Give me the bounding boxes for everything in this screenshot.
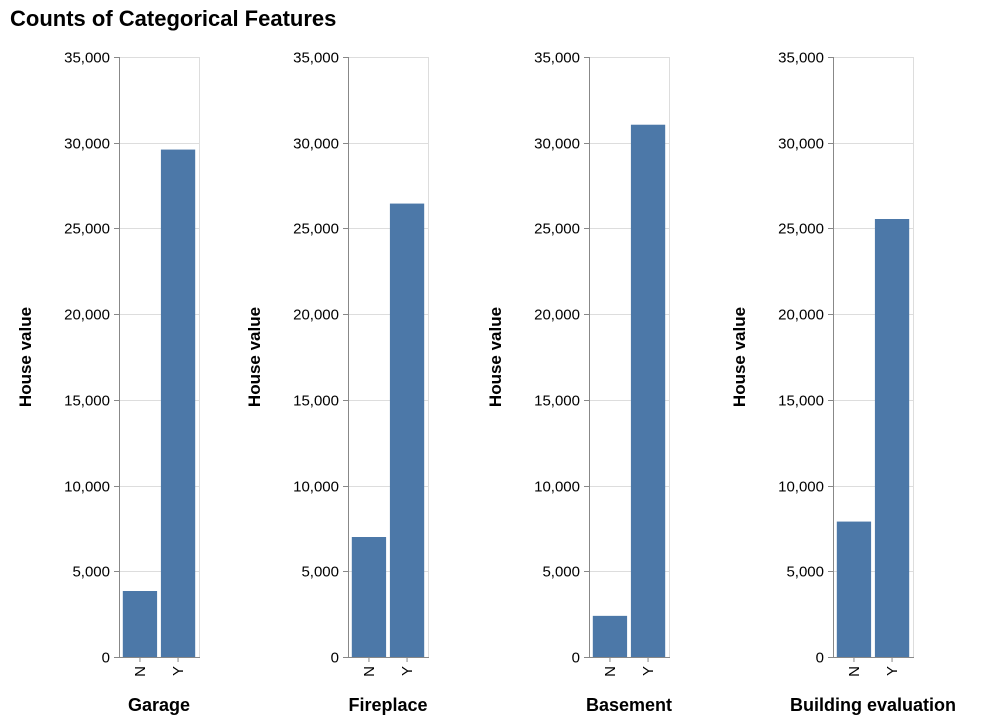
y-tick-label: 0	[331, 650, 339, 667]
y-tick-label: 35,000	[534, 50, 580, 67]
y-tick-label: 10,000	[534, 479, 580, 496]
y-tick-label: 5,000	[301, 564, 339, 581]
x-axis-title: Basement	[586, 695, 672, 715]
y-tick-label: 15,000	[64, 393, 110, 410]
y-tick-label: 30,000	[778, 136, 824, 153]
y-tick-label: 35,000	[64, 50, 110, 67]
bar-n	[836, 521, 872, 657]
y-tick-label: 30,000	[534, 136, 580, 153]
y-axis-title: House value	[245, 307, 264, 407]
y-tick-label: 20,000	[778, 307, 824, 324]
bar-y	[389, 203, 425, 658]
x-axis-title: Building evaluation	[790, 695, 956, 715]
bar-n	[122, 591, 158, 657]
y-tick-label: 5,000	[542, 564, 580, 581]
bar-n	[592, 615, 628, 657]
x-tick-label: Y	[399, 666, 416, 676]
y-tick-label: 20,000	[64, 307, 110, 324]
y-tick-label: 0	[816, 650, 824, 667]
y-tick-label: 25,000	[293, 221, 339, 238]
x-axis-title: Fireplace	[348, 695, 427, 715]
x-tick-label: Y	[884, 666, 901, 676]
y-axis-title: House value	[16, 307, 35, 407]
x-tick-label: Y	[640, 666, 657, 676]
bar-y	[874, 219, 910, 657]
y-tick-label: 25,000	[534, 221, 580, 238]
y-tick-label: 10,000	[293, 479, 339, 496]
y-tick-label: 5,000	[786, 564, 824, 581]
bar-n	[351, 537, 387, 657]
y-tick-label: 30,000	[293, 136, 339, 153]
y-tick-label: 15,000	[293, 393, 339, 410]
x-tick-label: Y	[170, 666, 187, 676]
chart-panel-2: 0 5,000 10,000 15,000 20,000 25,000 30,000 35,0…	[245, 50, 429, 715]
y-tick-label: 25,000	[64, 221, 110, 238]
y-tick-label: 35,000	[293, 50, 339, 67]
y-tick-label: 25,000	[778, 221, 824, 238]
bar-y	[160, 149, 196, 658]
y-tick-label: 15,000	[778, 393, 824, 410]
chart-panel-1: 0 5,000 10,000 15,000 20,000 25,000 30,000 35,0…	[16, 50, 200, 715]
y-tick-label: 35,000	[778, 50, 824, 67]
chart-title: Counts of Categorical Features	[10, 6, 337, 31]
y-tick-label: 10,000	[778, 479, 824, 496]
x-tick-label: N	[846, 666, 863, 677]
y-tick-label: 10,000	[64, 479, 110, 496]
bar-y	[630, 124, 666, 657]
chart-panel-4: 0 5,000 10,000 15,000 20,000 25,000 30,000 35,0…	[730, 50, 956, 716]
y-tick-label: 15,000	[534, 393, 580, 410]
y-axis-title: House value	[730, 307, 749, 407]
y-tick-label: 20,000	[293, 307, 339, 324]
y-tick-label: 20,000	[534, 307, 580, 324]
x-axis-title: Garage	[128, 695, 190, 715]
y-axis-title: House value	[486, 307, 505, 407]
y-tick-label: 5,000	[72, 564, 110, 581]
x-tick-label: N	[132, 666, 149, 677]
y-tick-label: 0	[102, 650, 110, 667]
y-tick-label: 30,000	[64, 136, 110, 153]
y-tick-label: 0	[572, 650, 580, 667]
chart-panel-3: 0 5,000 10,000 15,000 20,000 25,000 30,000 35,0…	[486, 50, 672, 716]
x-tick-label: N	[602, 666, 619, 677]
x-tick-label: N	[361, 666, 378, 677]
